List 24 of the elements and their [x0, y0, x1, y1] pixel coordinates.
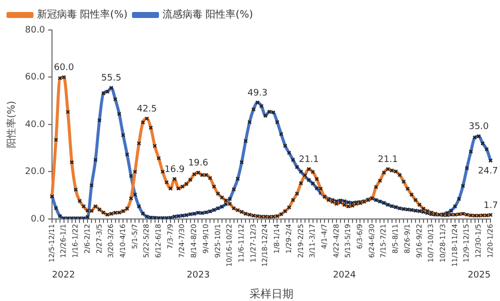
data-label: 21.1: [378, 154, 398, 165]
legend-label: 新冠病毒 阳性率(%): [37, 8, 128, 21]
y-tick-label: 20.0: [24, 167, 46, 178]
data-label: 35.0: [468, 122, 490, 132]
data-label: 24.7: [478, 166, 498, 176]
data-label: 42.5: [136, 104, 157, 114]
x-axis-title: 采样日期: [249, 287, 294, 300]
data-label: 49.3: [247, 88, 268, 98]
text: 2023: [186, 270, 210, 280]
y-tick-label: 80.0: [24, 25, 46, 36]
text: 2022: [52, 270, 75, 280]
text: 2025: [468, 270, 491, 280]
y-tick-label: 40.0: [24, 120, 46, 130]
legend-label: 流感病毒 阳性率(%): [162, 8, 254, 21]
y-axis-title: 阳性率(%): [6, 100, 18, 148]
text: 2024: [332, 270, 356, 280]
data-label: 1.7: [484, 200, 498, 211]
data-label: 55.5: [101, 74, 122, 84]
data-label: 19.6: [188, 158, 209, 168]
data-label: 16.9: [164, 164, 185, 175]
y-tick-label: 0.0: [30, 214, 46, 224]
data-label: 21.1: [298, 154, 319, 165]
data-label: 60.0: [54, 63, 74, 74]
y-tick-label: 60.0: [24, 72, 46, 83]
